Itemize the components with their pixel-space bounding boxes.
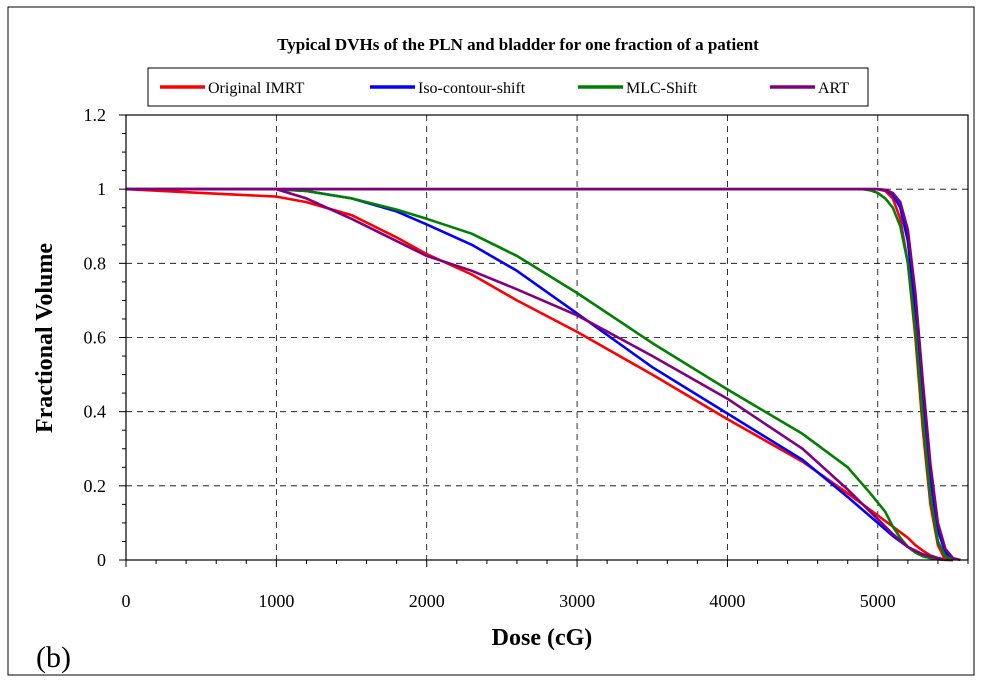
series-line <box>126 187 954 562</box>
series-line <box>126 187 953 562</box>
x-tick-label: 4000 <box>709 591 745 611</box>
x-tick-label: 1000 <box>258 591 294 611</box>
y-tick-label: 0.6 <box>84 328 107 348</box>
chart-title: Typical DVHs of the PLN and bladder for … <box>277 35 759 54</box>
y-axis-label: Fractional Volume <box>32 243 58 433</box>
legend-label: MLC-Shift <box>626 80 698 97</box>
legend-label: Iso-contour-shift <box>418 80 526 97</box>
y-tick-label: 1.2 <box>84 105 107 125</box>
axis-ticks: 0 1000 2000 3000 4000 5000 0 0.2 0.4 0.6 0.8 1 1.2 <box>84 105 969 611</box>
legend-label: ART <box>818 80 849 97</box>
x-tick-label: 5000 <box>860 591 896 611</box>
legend: Original IMRT Iso-contour-shift MLC-Shift A… <box>147 67 869 107</box>
panel-label: (b) <box>36 641 71 674</box>
chart-border <box>7 6 975 676</box>
x-tick-label: 3000 <box>559 591 595 611</box>
x-tick-label: 2000 <box>409 591 445 611</box>
series-lines <box>125 187 961 562</box>
y-tick-label: 0.4 <box>84 402 107 422</box>
y-tick-label: 0.8 <box>84 253 107 273</box>
legend-box <box>147 67 869 107</box>
x-axis-label: Dose (cG) <box>492 625 593 651</box>
y-tick-label: 1 <box>97 179 106 199</box>
y-tick-label: 0.2 <box>84 476 107 496</box>
y-tick-label: 0 <box>97 550 106 570</box>
legend-label: Original IMRT <box>208 80 305 97</box>
x-tick-label: 0 <box>122 591 131 611</box>
series-line <box>126 187 961 562</box>
